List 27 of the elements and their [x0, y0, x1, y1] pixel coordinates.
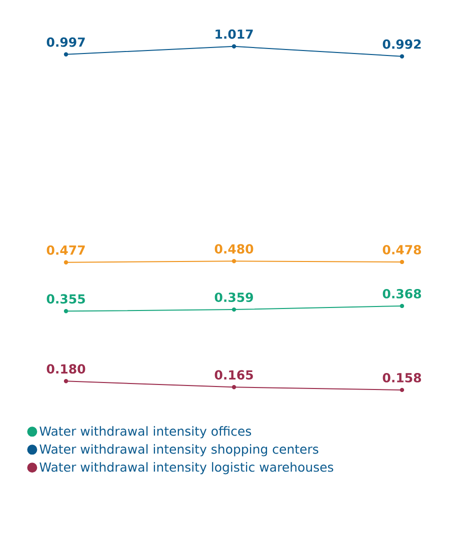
- data-label: 0.165: [214, 370, 253, 380]
- point: [64, 309, 68, 314]
- legend-label: Water withdrawal intensity offices: [40, 426, 252, 438]
- point: [64, 379, 68, 384]
- data-label: 0.992: [382, 39, 421, 49]
- legend-label: Water withdrawal intensity shopping centers: [40, 444, 318, 456]
- data-label: 0.180: [46, 364, 86, 374]
- data-label: 0.359: [214, 292, 253, 302]
- point: [64, 260, 68, 264]
- point: [400, 54, 404, 58]
- point: [232, 385, 236, 390]
- point: [400, 260, 404, 264]
- data-label: 0.478: [382, 244, 422, 254]
- data-label: 0.480: [214, 244, 254, 254]
- point: [64, 52, 68, 56]
- point: [232, 44, 236, 48]
- data-label: 0.477: [46, 245, 85, 255]
- data-label: 0.355: [46, 294, 85, 304]
- data-label: 0.368: [382, 288, 422, 298]
- data-label: 0.158: [382, 372, 422, 382]
- legend-label: Water withdrawal intensity logistic warehouses: [40, 462, 334, 474]
- point: [232, 259, 236, 264]
- point: [400, 304, 404, 308]
- data-label: 1.017: [216, 29, 253, 39]
- point: [232, 307, 236, 312]
- data-label: 0.997: [46, 37, 85, 47]
- point: [400, 388, 404, 392]
